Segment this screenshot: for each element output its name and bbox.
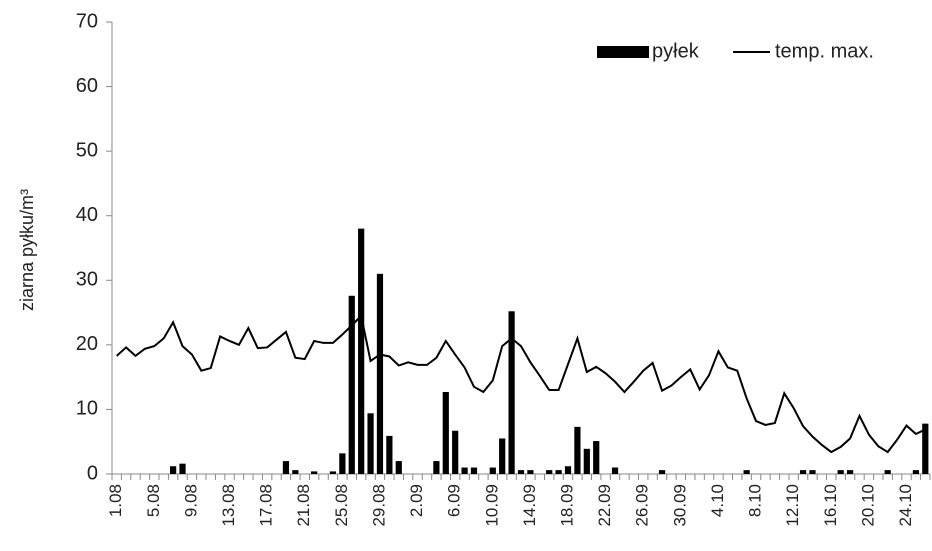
bar <box>433 461 440 474</box>
bar <box>546 470 553 474</box>
y-tick-label: 0 <box>87 462 98 484</box>
bar <box>470 467 478 474</box>
bar <box>461 467 468 474</box>
x-tick-label: 8.10 <box>746 484 765 517</box>
bar <box>527 470 534 474</box>
bar <box>846 470 854 474</box>
x-tick-label: 26.09 <box>633 484 652 527</box>
x-tick-label: 25.08 <box>332 484 351 527</box>
bar <box>743 470 750 474</box>
x-tick-label: 20.10 <box>858 484 877 527</box>
bar <box>583 448 590 474</box>
y-tick-label: 20 <box>76 333 98 355</box>
x-tick-label: 2.09 <box>407 484 426 517</box>
x-tick-label: 13.08 <box>219 484 238 527</box>
y-tick-label: 70 <box>76 10 98 32</box>
bar <box>179 463 186 474</box>
x-tick-label: 5.08 <box>144 484 163 517</box>
x-tick-label: 17.08 <box>257 484 276 527</box>
x-tick-label: 6.09 <box>445 484 464 517</box>
bar <box>593 441 600 474</box>
bar <box>555 470 562 474</box>
x-tick-label: 24.10 <box>896 484 915 527</box>
bar <box>329 471 337 474</box>
y-tick-label: 30 <box>76 269 98 291</box>
y-axis-title: ziarna pyłku/m³ <box>17 189 37 311</box>
x-tick-label: 4.10 <box>708 484 727 517</box>
bar <box>348 295 355 474</box>
bar <box>367 413 374 474</box>
bar <box>442 391 449 474</box>
bar <box>809 470 816 474</box>
bar <box>292 470 299 474</box>
bar <box>499 438 506 474</box>
legend-label: temp. max. <box>775 40 874 62</box>
bar <box>922 423 929 474</box>
y-tick-label: 10 <box>76 398 98 420</box>
x-tick-label: 16.10 <box>821 484 840 527</box>
bar <box>358 228 365 474</box>
x-tick-label: 30.09 <box>670 484 689 527</box>
bar <box>376 273 384 474</box>
bar <box>311 471 318 474</box>
x-tick-label: 10.09 <box>482 484 501 527</box>
bar <box>564 466 572 474</box>
bar <box>489 467 496 474</box>
legend-label: pyłek <box>652 40 700 62</box>
x-tick-label: 1.08 <box>106 484 125 517</box>
y-tick-label: 50 <box>76 139 98 161</box>
x-tick-label: 9.08 <box>181 484 200 517</box>
bar <box>837 470 844 474</box>
x-tick-label: 18.09 <box>557 484 576 527</box>
x-tick-label: 14.09 <box>520 484 539 527</box>
bar <box>386 435 393 474</box>
bar <box>658 470 666 474</box>
line <box>116 313 926 454</box>
x-tick-label: 21.08 <box>294 484 313 527</box>
bar <box>799 470 807 474</box>
y-tick-label: 40 <box>76 204 98 226</box>
y-tick-label: 60 <box>76 75 98 97</box>
bar <box>912 470 919 474</box>
bar <box>517 470 525 474</box>
bar <box>611 467 619 474</box>
bar <box>339 453 346 474</box>
x-tick-label: 12.10 <box>783 484 802 527</box>
bar <box>395 461 402 474</box>
bar <box>170 466 177 474</box>
legend-swatch <box>597 46 649 58</box>
bar <box>508 311 515 474</box>
bar <box>574 426 581 474</box>
x-tick-label: 29.08 <box>369 484 388 527</box>
x-tick-label: 22.09 <box>595 484 614 527</box>
bar <box>282 461 290 474</box>
bar <box>884 470 891 474</box>
bar <box>452 430 459 474</box>
